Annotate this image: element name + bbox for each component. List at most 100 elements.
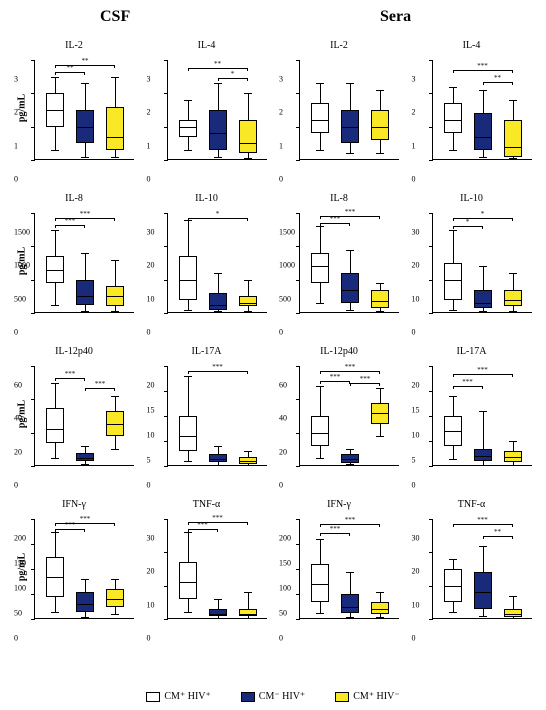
ytick-mark (164, 213, 168, 214)
ytick-mark (296, 519, 300, 520)
ytick-mark (164, 313, 168, 314)
whisker-cap (184, 100, 192, 101)
ytick-label: 15 (412, 406, 435, 415)
significance-label: *** (345, 516, 356, 524)
chart-panel: IL-12p40*********0204060 (275, 346, 403, 481)
panel-title: IFN-γ (275, 499, 403, 510)
whisker-cap (449, 150, 457, 151)
whisker-cap (81, 253, 89, 254)
ytick-mark (296, 127, 300, 128)
plot-area: ****** (34, 213, 134, 313)
ytick-mark (429, 586, 433, 587)
median-line (46, 577, 64, 578)
ytick-mark (164, 552, 168, 553)
significance-bracket (320, 381, 350, 384)
whisker-cap (479, 411, 487, 412)
ytick-mark (31, 313, 35, 314)
whisker-cap (509, 465, 517, 466)
whisker-cap (214, 465, 222, 466)
significance-bracket (320, 223, 350, 226)
ytick-label: 0 (147, 175, 170, 184)
significance-label: *** (212, 363, 223, 371)
median-line (444, 280, 462, 281)
significance-label: * (216, 210, 220, 218)
whisker-cap (449, 230, 457, 231)
significance-label: ** (494, 528, 501, 536)
median-line (311, 584, 329, 585)
ytick-label: 200 (14, 534, 37, 543)
ytick-mark (164, 619, 168, 620)
plot-area: *** (167, 60, 267, 160)
whisker-cap (376, 283, 384, 284)
whisker-cap (316, 83, 324, 84)
whisker-cap (81, 157, 89, 158)
ytick-mark (296, 594, 300, 595)
chart-panel: IL-4***0123 (143, 40, 271, 175)
ytick-mark (164, 441, 168, 442)
ytick-label: 2 (412, 108, 435, 117)
median-line (209, 459, 227, 460)
whisker-cap (316, 226, 324, 227)
whisker-cap (316, 303, 324, 304)
significance-label: *** (345, 363, 356, 371)
ytick-mark (31, 213, 35, 214)
plot-area: ****** (167, 519, 267, 619)
significance-bracket (188, 371, 248, 374)
boxplot-box (311, 103, 329, 133)
ytick-mark (31, 569, 35, 570)
median-line (239, 614, 257, 615)
boxplot-box (76, 280, 94, 305)
legend-label-3: CM⁺ HIV⁻ (353, 691, 399, 702)
ytick-mark (31, 246, 35, 247)
median-line (371, 413, 389, 414)
legend-label-2: CM⁻ HIV⁺ (259, 691, 305, 702)
whisker-cap (51, 77, 59, 78)
csf-header: CSF (100, 8, 130, 26)
median-line (209, 133, 227, 134)
whisker-cap (51, 305, 59, 306)
plot-area: ****** (299, 213, 399, 313)
chart-panel: IL-2pg/mL****0123 (10, 40, 138, 175)
ytick-label: 30 (412, 228, 435, 237)
whisker-cap (376, 153, 384, 154)
whisker-cap (111, 157, 119, 158)
significance-label: ** (214, 60, 221, 68)
significance-label: *** (80, 515, 91, 523)
ytick-label: 40 (14, 414, 37, 423)
ytick-mark (164, 60, 168, 61)
whisker-cap (346, 83, 354, 84)
ytick-mark (31, 519, 35, 520)
ytick-label: 20 (147, 261, 170, 270)
median-line (46, 110, 64, 111)
panel-title: IL-10 (408, 193, 536, 204)
ytick-mark (296, 60, 300, 61)
ytick-label: 100 (14, 584, 37, 593)
plot-area: ****** (432, 366, 532, 466)
ytick-mark (31, 60, 35, 61)
significance-label: *** (212, 514, 223, 522)
whisker-cap (184, 150, 192, 151)
whisker-cap (509, 100, 517, 101)
ytick-mark (296, 399, 300, 400)
ytick-mark (164, 366, 168, 367)
ytick-label: 0 (14, 634, 37, 643)
chart-panel: IL-17A***05101520 (143, 346, 271, 481)
whisker-cap (184, 376, 192, 377)
ytick-mark (296, 160, 300, 161)
boxplot-box (239, 609, 257, 616)
ytick-mark (164, 466, 168, 467)
median-line (46, 270, 64, 271)
median-line (504, 300, 522, 301)
whisker-cap (376, 436, 384, 437)
ytick-label: 0 (279, 328, 302, 337)
boxplot-box (209, 110, 227, 150)
significance-bracket (320, 216, 380, 219)
median-line (444, 120, 462, 121)
significance-label: *** (477, 516, 488, 524)
median-line (76, 458, 94, 459)
median-line (371, 127, 389, 128)
chart-panel: IL-10*0102030 (143, 193, 271, 328)
ytick-label: 30 (147, 228, 170, 237)
whisker-cap (479, 311, 487, 312)
whisker-cap (346, 250, 354, 251)
